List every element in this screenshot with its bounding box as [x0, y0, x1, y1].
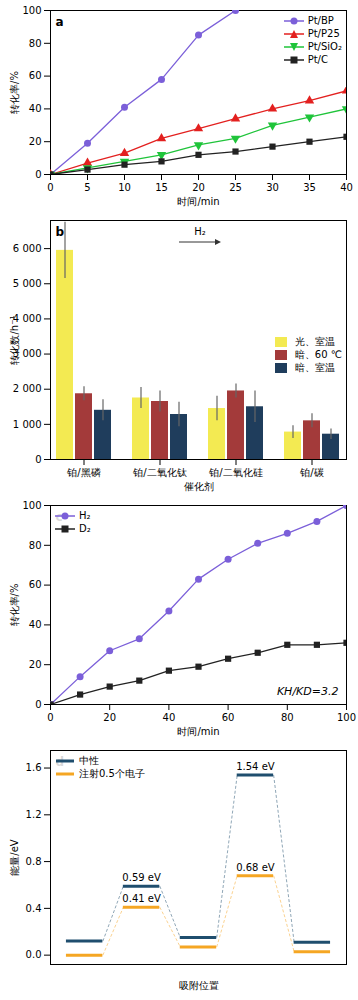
svg-text:转化率/%: 转化率/%: [9, 71, 20, 114]
svg-text:3 000: 3 000: [12, 348, 42, 360]
svg-text:5 000: 5 000: [13, 278, 42, 289]
html-text:D₂: D₂: [79, 523, 91, 534]
svg-text:0.68 eV: 0.68 eV: [236, 862, 275, 873]
svg-text:0.59 eV: 0.59 eV: [122, 872, 161, 883]
html-text:暗、60 ℃: 暗、60 ℃: [294, 349, 342, 361]
html-text:中性: 中性: [79, 755, 99, 766]
svg-text:转化率/%: 转化率/%: [9, 584, 20, 627]
svg-text:20: 20: [29, 659, 42, 670]
html-text:H₂: H₂: [194, 226, 206, 237]
svg-text:0: 0: [35, 169, 41, 180]
svg-text:2 000: 2 000: [13, 383, 42, 394]
svg-text:0.4: 0.4: [26, 903, 42, 914]
svg-text:1.6: 1.6: [26, 762, 42, 773]
svg-text:吸附位置: 吸附位置: [179, 980, 219, 991]
svg-text:0.8: 0.8: [26, 856, 42, 867]
svg-text:60: 60: [222, 712, 235, 723]
svg-text:时间/min: 时间/min: [177, 196, 219, 207]
svg-text:铂/二氧化钛: 铂/二氧化钛: [132, 467, 186, 478]
svg-text:b: b: [56, 225, 65, 239]
svg-text:催化剂: 催化剂: [184, 481, 214, 492]
svg-text:20: 20: [29, 136, 42, 147]
html-text:暗、室温: 暗、室温: [294, 362, 335, 374]
svg-text:40: 40: [163, 712, 176, 723]
html-text:Pt/C: Pt/C: [307, 54, 328, 65]
svg-text:0: 0: [47, 712, 53, 723]
svg-text:40: 40: [29, 103, 42, 114]
svg-text:80: 80: [281, 712, 294, 723]
svg-text:KH/KD=3.2: KH/KD=3.2: [277, 685, 339, 698]
svg-text:转化数/h⁻¹: 转化数/h⁻¹: [9, 316, 20, 365]
svg-text:0: 0: [35, 699, 41, 710]
svg-text:1.54 eV: 1.54 eV: [236, 761, 275, 772]
html-text:Pt/SiO₂: Pt/SiO₂: [307, 41, 342, 52]
svg-text:35: 35: [303, 182, 316, 193]
svg-text:20: 20: [192, 182, 205, 193]
svg-text:10: 10: [118, 182, 131, 193]
svg-text:100: 100: [337, 712, 356, 723]
svg-text:60: 60: [29, 70, 42, 81]
svg-text:0: 0: [47, 182, 53, 193]
svg-text:100: 100: [22, 500, 41, 511]
html-text:Pt/BP: Pt/BP: [307, 15, 334, 26]
svg-text:20: 20: [103, 712, 116, 723]
svg-text:40: 40: [29, 619, 42, 630]
html-text:Pt/P25: Pt/P25: [307, 28, 340, 39]
html-text:光、室温: 光、室温: [294, 336, 335, 348]
html-text:H₂: H₂: [79, 510, 91, 521]
svg-text:1 000: 1 000: [13, 419, 42, 430]
svg-text:80: 80: [29, 38, 42, 49]
svg-text:能量/eV: 能量/eV: [9, 839, 20, 876]
svg-text:80: 80: [29, 540, 42, 551]
svg-text:6 000: 6 000: [13, 243, 42, 254]
svg-text:40: 40: [340, 182, 353, 193]
svg-text:25: 25: [229, 182, 242, 193]
svg-text:5: 5: [84, 182, 90, 193]
svg-text:0.0: 0.0: [26, 949, 42, 960]
svg-text:时间/min: 时间/min: [177, 726, 219, 737]
svg-text:30: 30: [266, 182, 279, 193]
html-text:注射0.5个电子: 注射0.5个电子: [79, 768, 145, 779]
svg-text:铂/二氧化硅: 铂/二氧化硅: [208, 467, 262, 478]
svg-text:4 000: 4 000: [12, 313, 42, 325]
svg-text:铂/碳: 铂/碳: [299, 467, 323, 478]
svg-text:0.41 eV: 0.41 eV: [122, 893, 161, 904]
svg-text:1.2: 1.2: [26, 809, 42, 820]
svg-text:15: 15: [155, 182, 168, 193]
svg-text:铂/黑磷: 铂/黑磷: [66, 467, 100, 478]
svg-text:60: 60: [29, 579, 42, 590]
svg-text:0: 0: [35, 454, 41, 465]
svg-text:100: 100: [22, 5, 41, 16]
svg-text:a: a: [56, 15, 64, 29]
